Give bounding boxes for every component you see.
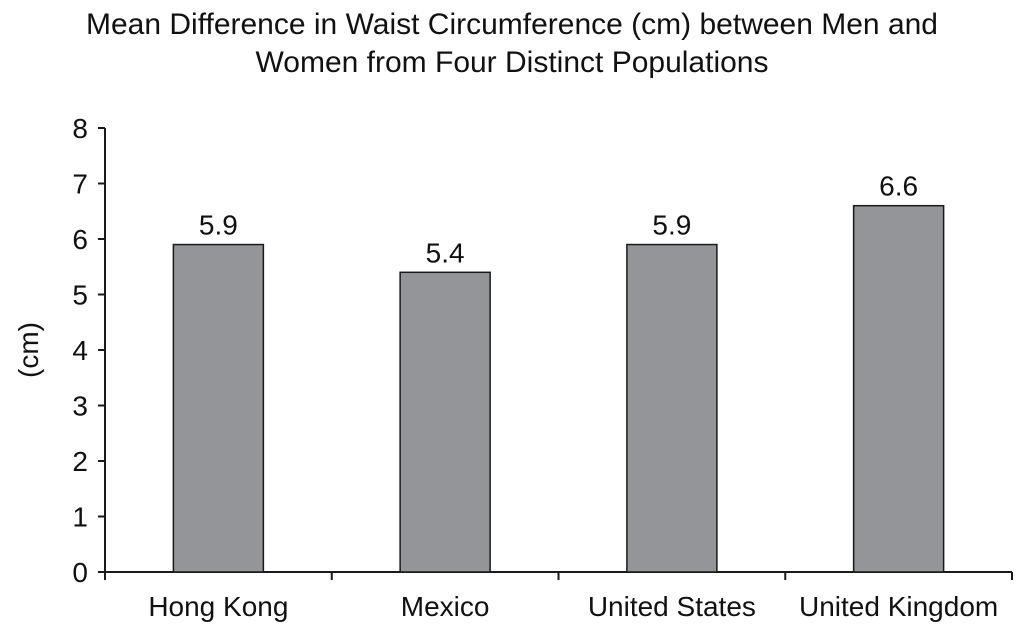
y-tick-label: 6 — [72, 224, 88, 255]
y-tick-label: 7 — [72, 169, 88, 200]
y-axis-label: (cm) — [13, 322, 44, 378]
x-tick-label: Mexico — [401, 591, 490, 622]
bars: 5.9 5.4 5.9 6.6 — [172, 171, 945, 573]
y-tick-label: 0 — [72, 557, 88, 588]
y-tick-label: 1 — [72, 502, 88, 533]
y-tick-label: 8 — [72, 113, 88, 144]
bar-value-label: 5.4 — [426, 237, 465, 268]
bar-value-label: 6.6 — [879, 171, 918, 202]
y-axis: 0 1 2 3 4 5 6 7 8 — [72, 113, 106, 588]
x-axis: Hong Kong Mexico United States United Kingd… — [104, 571, 1013, 622]
bar — [852, 204, 945, 573]
chart-title: Mean Difference in Waist Circumference (… — [85, 8, 938, 79]
x-tick-label: United Kingdom — [799, 591, 998, 622]
bar-value-label: 5.9 — [652, 210, 691, 241]
bar — [172, 243, 265, 573]
y-tick-label: 4 — [72, 335, 88, 366]
y-tick-label: 5 — [72, 280, 88, 311]
bar-value-label: 5.9 — [199, 210, 238, 241]
bar — [626, 243, 718, 573]
x-tick-label: United States — [588, 591, 756, 622]
y-tick-label: 2 — [72, 446, 88, 477]
y-tick-label: 3 — [72, 391, 88, 422]
x-tick-label: Hong Kong — [148, 591, 288, 622]
bar — [399, 271, 491, 573]
